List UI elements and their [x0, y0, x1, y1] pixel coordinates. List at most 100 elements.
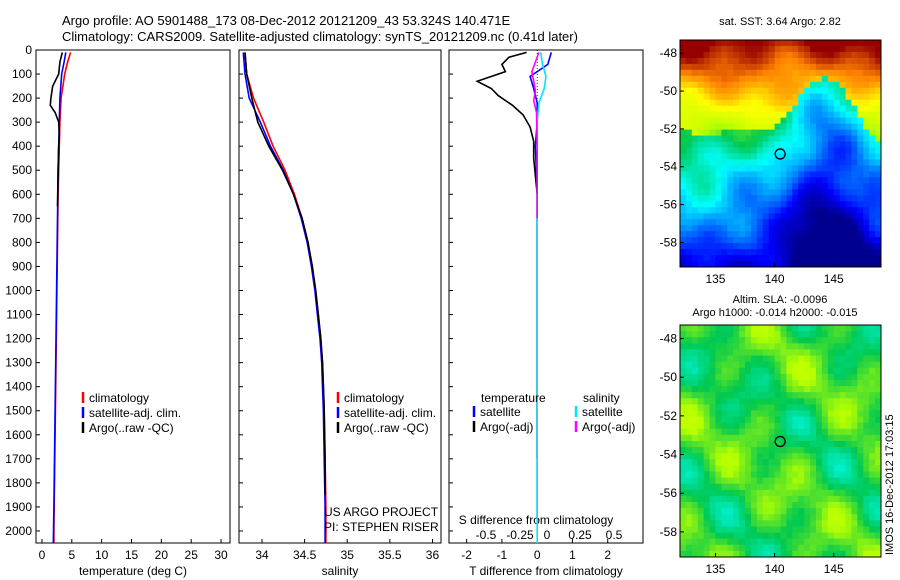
temperature-ytick-label-10: 1000	[5, 283, 32, 297]
temperature-xtick-label-4: 20	[155, 548, 169, 562]
temperature-ytick-label-20: 2000	[5, 524, 32, 538]
difference-legend-label-2: satellite	[582, 405, 623, 419]
sla-map-ytick-label-2: -52	[660, 409, 678, 423]
temperature-ytick-label-7: 700	[12, 211, 32, 225]
sla-map-xtick-label-2: 145	[824, 562, 844, 576]
sla-map-ytick-label-4: -56	[660, 486, 678, 500]
salinity-xtick-label-3: 35.5	[378, 548, 402, 562]
sla-map-ytick-label-5: -58	[660, 525, 678, 539]
temperature-ytick-label-1: 100	[12, 67, 32, 81]
temperature-ytick-label-17: 1700	[5, 452, 32, 466]
temperature-xtick-label-0: 0	[39, 548, 46, 562]
difference-xtick-label-2: 0	[534, 548, 541, 562]
salinity-legend-label-1: satellite-adj. clim.	[344, 406, 436, 420]
temperature-xtick-label-2: 10	[95, 548, 109, 562]
temperature-legend-label-2: Argo(..raw -QC)	[89, 421, 174, 435]
difference-legend-label-0: satellite	[480, 405, 521, 419]
difference-s-tick-label-2: 0	[544, 528, 551, 542]
sla-map-title: Altim. SLA: -0.0096	[733, 294, 828, 306]
temperature-xtick-label-5: 25	[185, 548, 199, 562]
difference-xtick-label-1: -1	[497, 548, 508, 562]
project-annotation: US ARGO PROJECT	[324, 505, 439, 519]
sst-map-ytick-label-4: -56	[660, 198, 678, 212]
difference-legend-salinity-header: salinity	[583, 391, 620, 405]
difference-s-tick-label-3: 0.25	[568, 528, 592, 542]
temperature-series-1	[52, 52, 67, 543]
temperature-ytick-label-12: 1200	[5, 332, 32, 346]
sla-map-ytick-label-3: -54	[660, 448, 678, 462]
sst-map-xtick-label-2: 145	[824, 272, 844, 286]
temperature-ytick-label-5: 500	[12, 163, 32, 177]
difference-xtick-label-0: -2	[461, 548, 472, 562]
sla-map-float-marker	[774, 435, 786, 448]
salinity-xtick-label-1: 34.5	[293, 548, 317, 562]
difference-xtick-label-3: 1	[569, 548, 576, 562]
sla-map-xtick-label-0: 135	[705, 562, 725, 576]
pi-annotation: PI: STEPHEN RISER	[324, 520, 439, 534]
sst-map-ytick-label-5: -58	[660, 235, 678, 249]
sst-map-float-marker	[774, 148, 786, 160]
difference-s-axis-label: S difference from climatology	[459, 513, 614, 527]
sla-map-ytick-label-1: -50	[660, 370, 678, 384]
sla-map-heatmap	[680, 325, 881, 557]
salinity-series-1	[242, 52, 326, 543]
temperature-ytick-label-0: 0	[25, 43, 32, 57]
difference-panel-frame	[448, 49, 644, 544]
salinity-xtick-label-2: 35	[341, 548, 355, 562]
header-line-2: Climatology: CARS2009. Satellite-adjuste…	[62, 29, 578, 44]
temperature-ytick-label-3: 300	[12, 115, 32, 129]
difference-series-1	[475, 51, 538, 459]
difference-series-0	[529, 52, 553, 519]
sst-map-frame	[679, 39, 882, 268]
sst-map-ytick-label-3: -54	[660, 160, 678, 174]
difference-s-tick-label-0: -0.5	[476, 528, 497, 542]
sst-map-heatmap	[680, 40, 881, 267]
sst-map-ytick-label-0: -48	[660, 46, 678, 60]
temperature-ytick-label-19: 1900	[5, 500, 32, 514]
salinity-series-2	[244, 52, 326, 495]
salinity-legend-label-0: climatology	[344, 391, 404, 405]
salinity-series-0	[244, 52, 327, 543]
sla-map-ytick-label-0: -48	[660, 332, 678, 346]
temperature-legend-label-0: climatology	[89, 391, 149, 405]
sst-map-xtick-label-0: 135	[705, 272, 725, 286]
salinity-xtick-label-4: 36	[426, 548, 440, 562]
salinity-xtick-label-0: 34	[255, 548, 269, 562]
sst-map-ytick-label-1: -50	[660, 84, 678, 98]
temperature-ytick-label-6: 600	[12, 187, 32, 201]
temperature-xtick-label-1: 5	[68, 548, 75, 562]
temperature-ytick-label-4: 400	[12, 139, 32, 153]
difference-series-3	[531, 52, 540, 219]
difference-series-2	[536, 52, 547, 543]
difference-s-tick-label-1: -0.25	[506, 528, 534, 542]
sla-map-frame	[679, 324, 882, 558]
difference-legend-temperature-header: temperature	[481, 391, 546, 405]
sst-map-title: sat. SST: 3.64 Argo: 2.82	[719, 16, 841, 28]
difference-xtick-label-4: 2	[604, 548, 611, 562]
temperature-ytick-label-11: 1100	[6, 308, 32, 322]
temperature-ytick-label-15: 1500	[5, 404, 32, 418]
sst-map-ytick-label-2: -52	[660, 122, 678, 136]
temperature-ytick-label-18: 1800	[5, 476, 32, 490]
temperature-xtick-label-6: 30	[214, 548, 228, 562]
temperature-xtick-label-3: 15	[125, 548, 139, 562]
salinity-legend-label-2: Argo(..raw -QC)	[344, 421, 429, 435]
temperature-ytick-label-14: 1400	[5, 380, 32, 394]
sst-map-xtick-label-1: 140	[765, 272, 785, 286]
sla-map-xtick-label-1: 140	[765, 562, 785, 576]
header-line-1: Argo profile: AO 5901488_173 08-Dec-2012…	[62, 13, 511, 28]
difference-legend-label-1: Argo(-adj)	[480, 420, 533, 434]
temperature-ytick-label-2: 200	[12, 91, 32, 105]
imos-stamp: IMOS 16-Dec-2012 17:03:15	[884, 414, 896, 555]
temperature-ytick-label-16: 1600	[5, 428, 32, 442]
difference-xlabel: T difference from climatology	[469, 564, 623, 578]
difference-legend-label-3: Argo(-adj)	[582, 420, 635, 434]
temperature-ytick-label-8: 800	[12, 235, 32, 249]
salinity-panel-frame	[238, 49, 442, 544]
temperature-legend-label-1: satellite-adj. clim.	[89, 406, 181, 420]
temperature-ytick-label-9: 900	[12, 259, 32, 273]
temperature-series-2	[49, 52, 64, 207]
temperature-panel-frame	[35, 49, 231, 544]
